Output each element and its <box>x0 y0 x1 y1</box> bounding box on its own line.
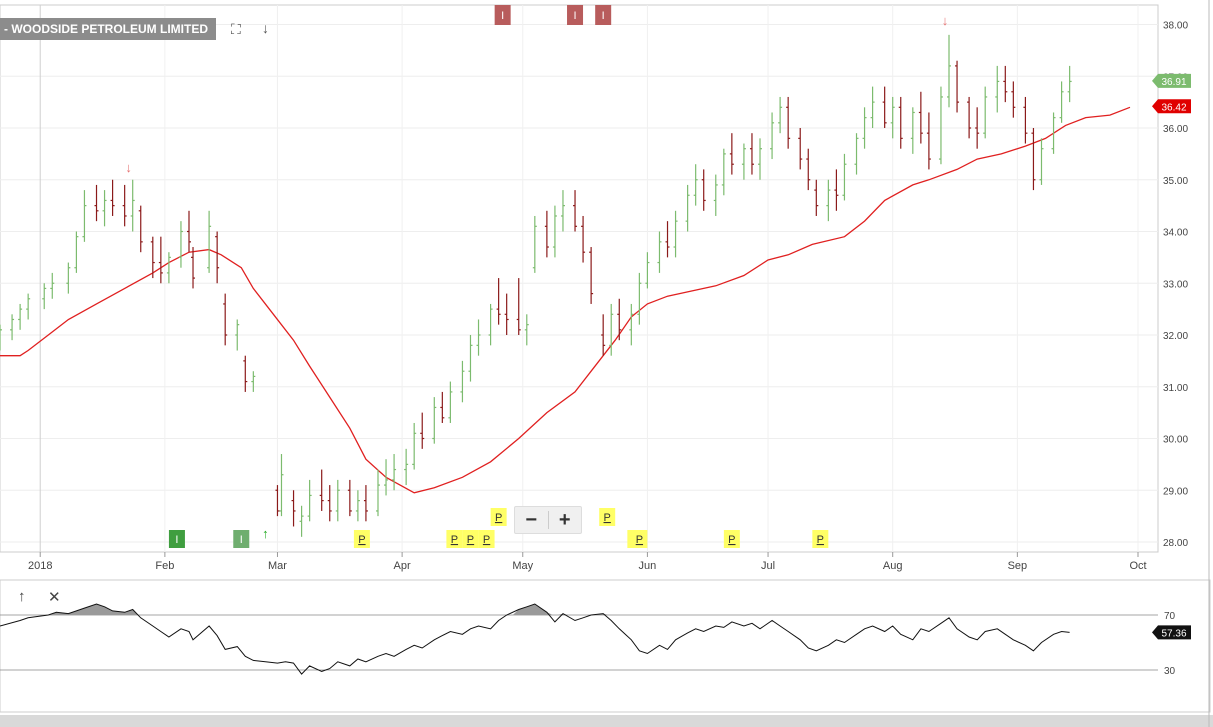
rsi-panel <box>0 579 1211 713</box>
y-tick-label: 33.00 <box>1163 279 1188 290</box>
event-marker-label: I <box>602 10 605 22</box>
event-marker-P <box>353 530 370 548</box>
event-marker-I <box>233 530 250 548</box>
event-marker-label: P <box>495 512 502 524</box>
last-price-tag-label: 36.91 <box>1161 77 1186 88</box>
y-tick-label: 35.00 <box>1163 176 1188 187</box>
rsi-line <box>0 603 1070 675</box>
rsi-value-tag <box>1152 625 1191 640</box>
x-tick-label: Sep <box>1008 560 1028 572</box>
zoom-in-button[interactable]: + <box>558 509 571 531</box>
fullscreen-icon[interactable]: ⛶ <box>231 21 241 37</box>
y-tick-label: 38.00 <box>1163 21 1188 32</box>
zoom-separator <box>547 511 549 529</box>
y-tick-label: 28.00 <box>1163 538 1188 549</box>
event-marker-I <box>567 5 584 25</box>
event-marker-label: P <box>604 512 611 524</box>
close-icon[interactable]: ✕ <box>48 589 61 606</box>
event-marker-P <box>631 530 648 548</box>
event-marker-P <box>478 530 495 548</box>
y-tick-label: 32.00 <box>1163 331 1188 342</box>
moving-average-line <box>0 106 1131 494</box>
symbol-title: - WOODSIDE PETROLEUM LIMITED <box>0 18 216 40</box>
event-marker-P <box>723 530 740 548</box>
window-bottom-strip <box>0 715 1213 727</box>
event-marker-label: I <box>240 534 243 546</box>
rsi-tick-label: 70 <box>1164 611 1176 622</box>
arrow-up-icon[interactable]: ↑ <box>18 588 26 605</box>
event-marker-I <box>595 5 612 25</box>
x-tick-label: Jul <box>761 560 775 572</box>
signal-arrow-up-icon: ↑ <box>262 526 269 541</box>
x-tick-label: Mar <box>268 560 287 572</box>
event-marker-label: I <box>175 534 178 546</box>
event-marker-P <box>812 530 829 548</box>
event-marker-label: I <box>501 10 504 22</box>
signal-arrow-down-icon: ↓ <box>125 160 132 175</box>
price-panel <box>0 4 1159 553</box>
event-marker-P <box>446 530 463 548</box>
x-tick-label: Apr <box>394 560 411 572</box>
event-marker-I <box>494 5 511 25</box>
x-tick-label: Oct <box>1129 560 1146 572</box>
rsi-overbought-fill <box>512 604 553 615</box>
rsi-value-label: 57.36 <box>1161 628 1186 639</box>
y-tick-label: 31.00 <box>1163 383 1188 394</box>
event-marker-label: P <box>483 534 490 546</box>
event-marker-label: I <box>574 10 577 22</box>
x-tick-label: Feb <box>155 560 174 572</box>
event-marker-label: P <box>728 534 735 546</box>
rsi-overbought-fill <box>597 613 610 615</box>
event-marker-label: P <box>817 534 824 546</box>
x-tick-label: Jun <box>639 560 657 572</box>
y-tick-label: 34.00 <box>1163 228 1188 239</box>
rsi-tick-label: 30 <box>1164 666 1176 677</box>
arrow-down-icon[interactable]: ↓ <box>262 20 269 36</box>
x-tick-label: 2018 <box>28 560 52 572</box>
x-tick-label: May <box>512 560 533 572</box>
event-marker-label: P <box>636 534 643 546</box>
zoom-controls: − + <box>514 506 582 534</box>
event-marker-label: P <box>467 534 474 546</box>
event-marker-label: P <box>358 534 365 546</box>
x-tick-label: Aug <box>883 560 903 572</box>
event-marker-P <box>462 530 479 548</box>
ma-value-tag <box>1152 99 1191 114</box>
ma-value-tag-label: 36.42 <box>1161 102 1186 113</box>
event-marker-P <box>490 508 507 526</box>
y-tick-label: 29.00 <box>1163 486 1188 497</box>
signal-arrow-down-icon: ↓ <box>942 13 949 28</box>
zoom-out-button[interactable]: − <box>525 509 538 531</box>
event-marker-P <box>599 508 616 526</box>
event-marker-I <box>168 530 185 548</box>
y-tick-label: 30.00 <box>1163 435 1188 446</box>
last-price-tag <box>1152 73 1191 88</box>
y-tick-label: 36.00 <box>1163 124 1188 135</box>
event-marker-label: P <box>451 534 458 546</box>
